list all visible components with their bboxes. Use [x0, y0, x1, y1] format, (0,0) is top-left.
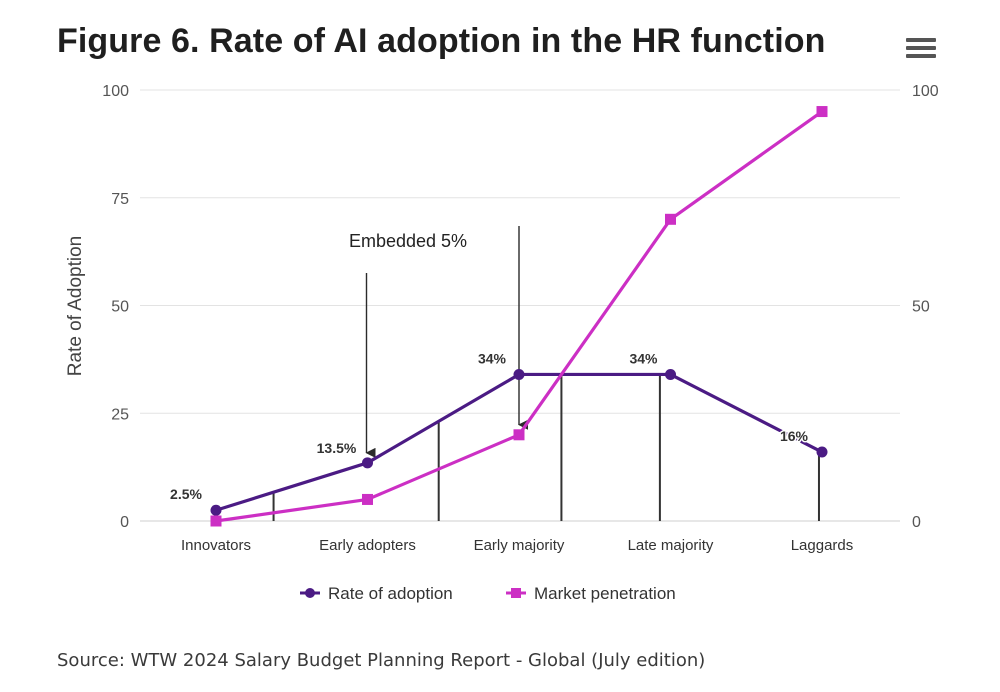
y2-tick-label: 100: [912, 83, 939, 100]
y-tick-label: 75: [111, 191, 129, 208]
y-tick-label: 0: [120, 514, 129, 531]
legend-marker: [305, 588, 315, 598]
series: [210, 106, 828, 527]
data-label: 16%: [780, 428, 809, 444]
y-tick-label: 25: [111, 406, 129, 423]
data-point: [513, 368, 525, 380]
x-tick-label: Innovators: [181, 537, 251, 554]
source-note: Source: WTW 2024 Salary Budget Planning …: [57, 650, 706, 671]
legend-marker: [511, 588, 521, 598]
legend-item[interactable]: Rate of adoption: [300, 584, 453, 603]
annotations: Embedded 5%: [349, 226, 528, 458]
data-point: [210, 504, 222, 516]
data-point: [210, 515, 222, 527]
data-point: [665, 368, 676, 380]
grid-lines: [140, 89, 900, 522]
data-label: 34%: [478, 350, 507, 366]
hamburger-menu-icon[interactable]: [906, 38, 936, 64]
y2-tick-label: 50: [912, 299, 930, 316]
data-point: [816, 106, 828, 118]
x-tick-label: Late majority: [628, 537, 714, 554]
legend-item[interactable]: Market penetration: [506, 584, 676, 603]
drop-lines: [272, 374, 820, 521]
x-tick-label: Laggards: [791, 537, 854, 554]
y-tick-label: 100: [102, 83, 129, 100]
legend-label: Rate of adoption: [328, 584, 453, 603]
data-label: 2.5%: [170, 486, 202, 502]
annotation-label: Embedded 5%: [349, 231, 467, 251]
axes: 0 25 50 75 100 0 50 100 Rate of Adoption Innovato…: [65, 83, 939, 554]
data-label: 34%: [629, 350, 658, 366]
page-title: Figure 6. Rate of AI adoption in the HR …: [57, 22, 826, 60]
legend-label: Market penetration: [534, 584, 676, 603]
y2-tick-label: 0: [912, 514, 921, 531]
x-tick-label: Early adopters: [319, 537, 416, 554]
data-point: [362, 493, 373, 505]
data-labels: 2.5% 13.5% 34% 34% 16%: [169, 349, 811, 504]
data-point: [816, 446, 828, 458]
y-axis-title: Rate of Adoption: [65, 236, 86, 377]
y-tick-label: 50: [111, 299, 129, 316]
data-point: [362, 457, 373, 469]
data-point: [513, 429, 525, 441]
legend: Rate of adoption Market penetration: [300, 584, 676, 603]
data-point: [665, 213, 676, 225]
x-tick-label: Early majority: [474, 537, 565, 554]
chart: 0 25 50 75 100 0 50 100 Rate of Adoption Innovato…: [65, 83, 939, 603]
data-label: 13.5%: [317, 440, 357, 456]
